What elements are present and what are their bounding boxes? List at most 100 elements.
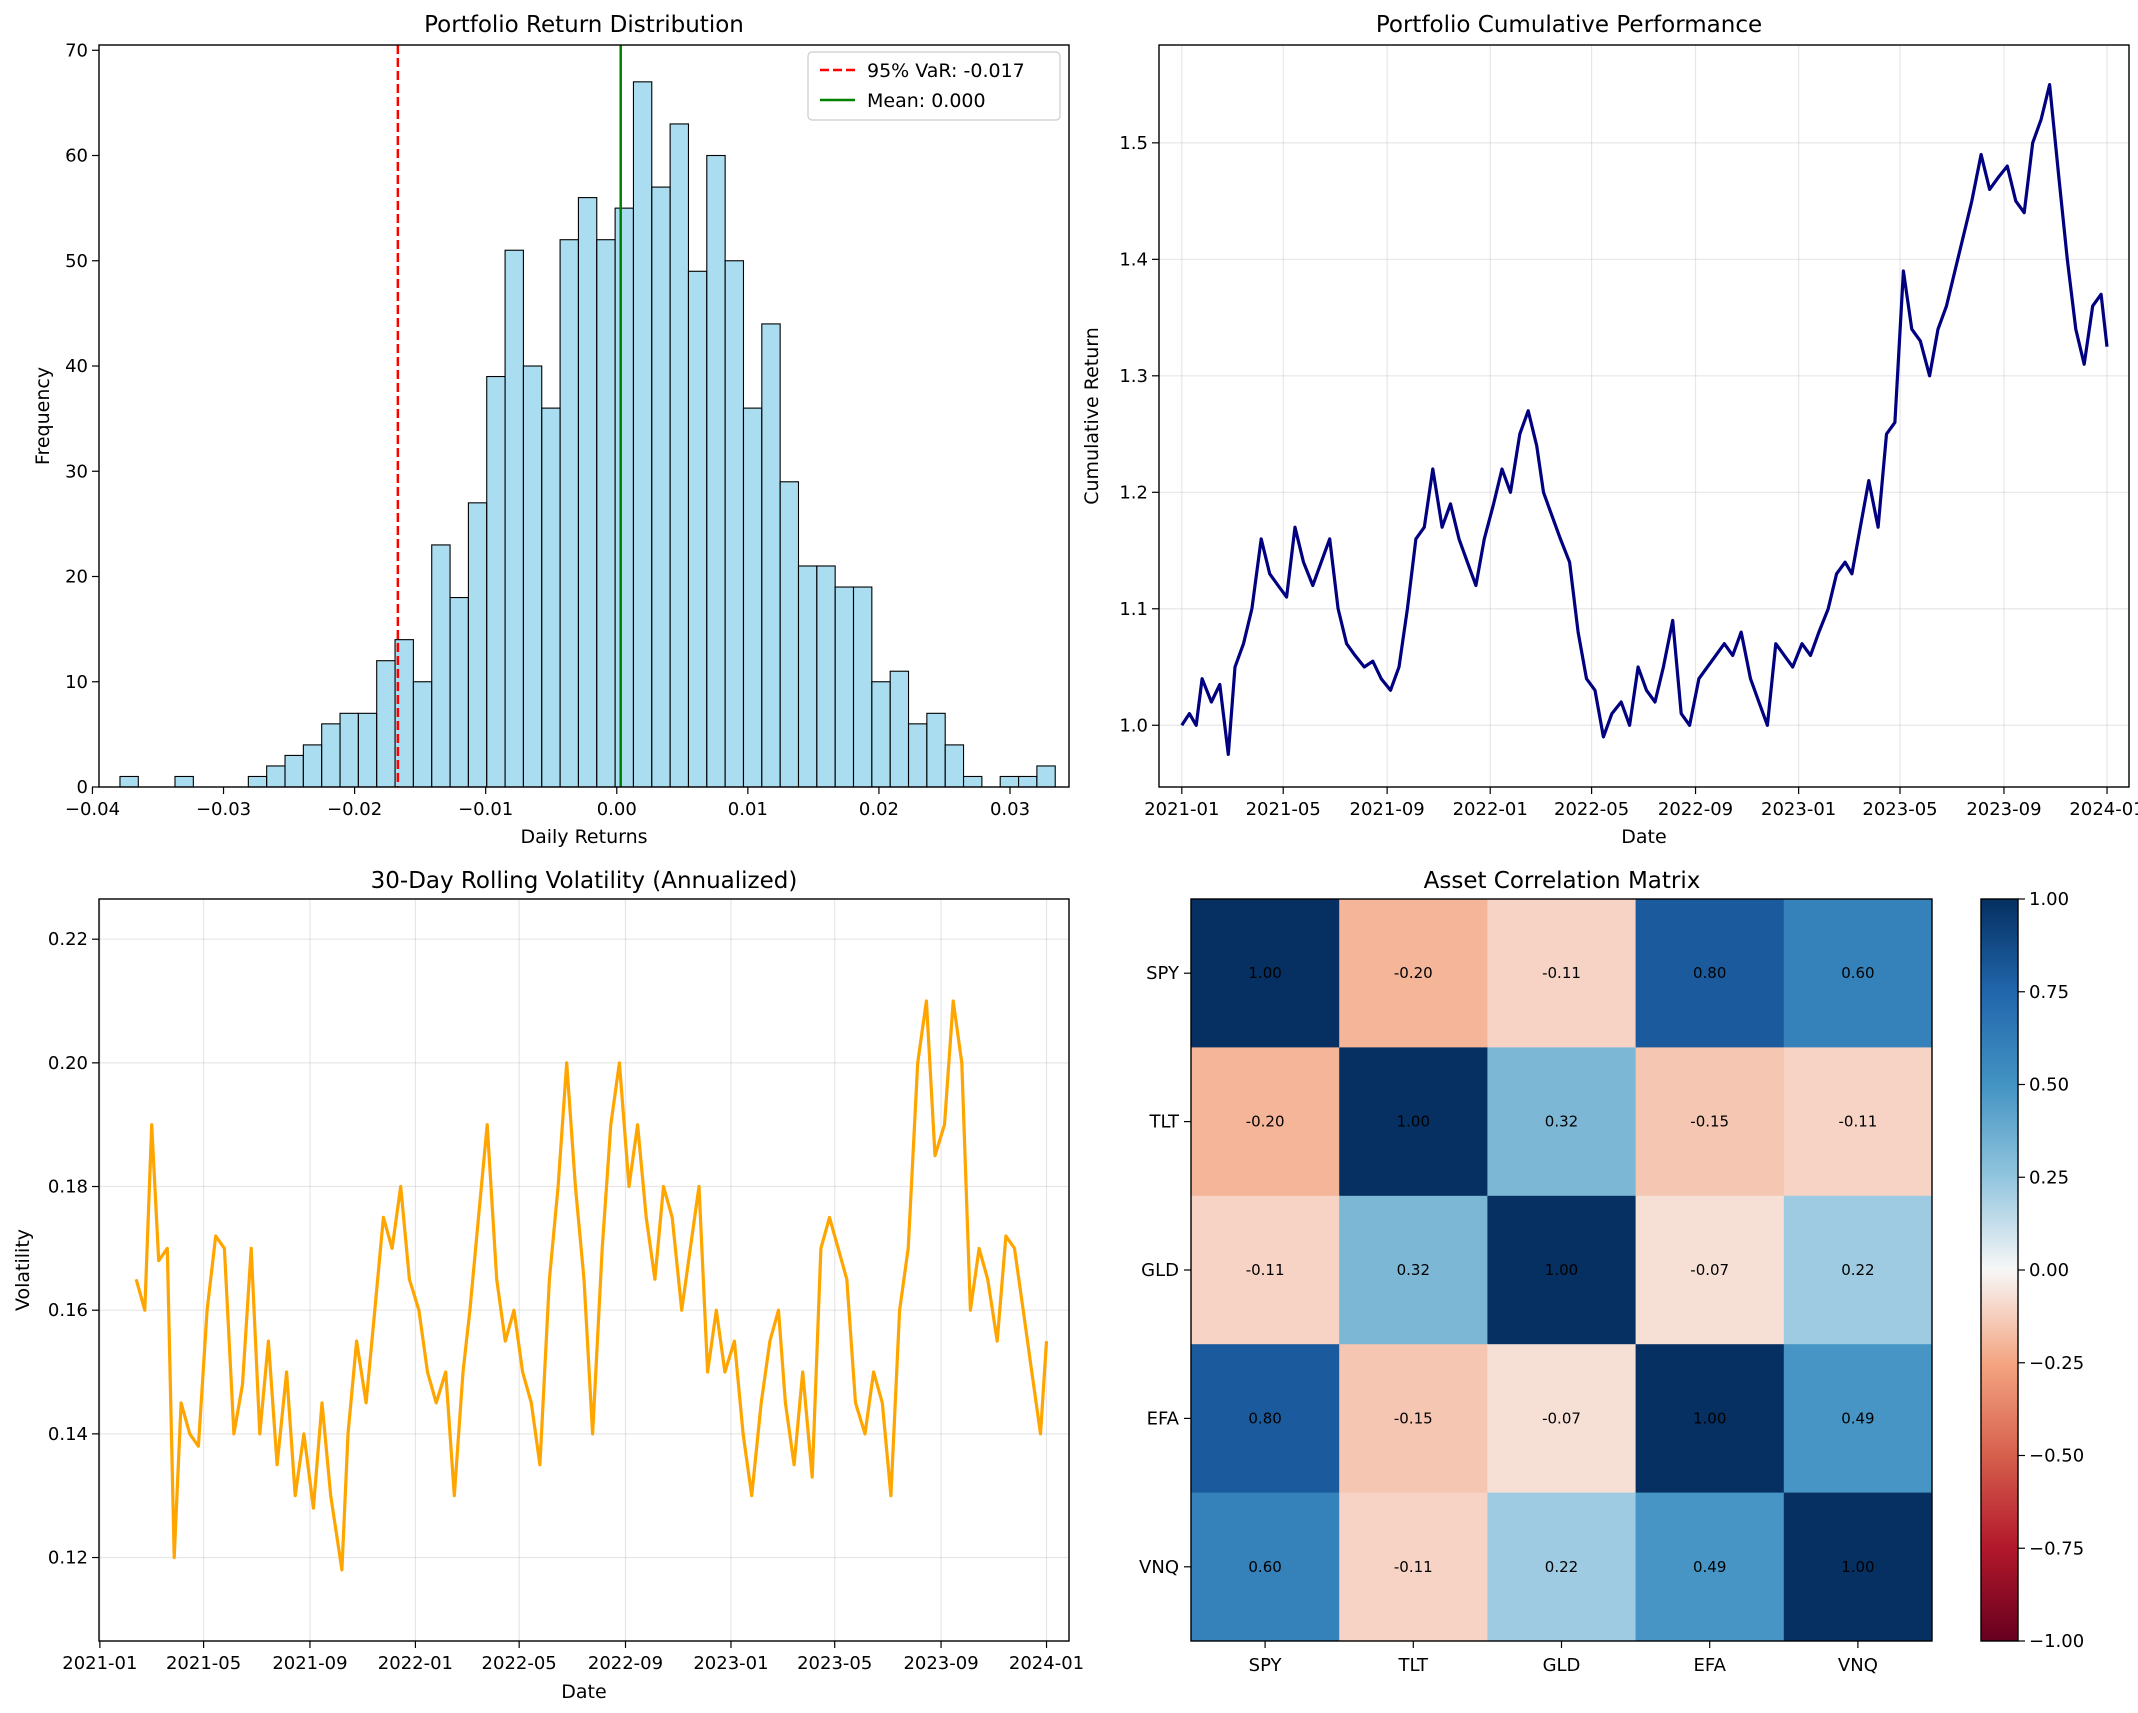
colorbar-tick-label: 0.50	[2029, 1075, 2069, 1096]
heatmap-cell	[1339, 1344, 1488, 1494]
heatmap-cell	[1635, 1344, 1785, 1494]
y-tick-label: 1.3	[1119, 366, 1148, 387]
heatmap-cell	[1191, 1492, 1340, 1642]
heatmap-cell-label: 1.00	[1693, 1409, 1726, 1427]
y-tick-label: 50	[65, 251, 88, 272]
y-tick-label: 0.20	[48, 1053, 88, 1074]
x-tick-label: 2022-05	[482, 1653, 557, 1674]
colorbar-tick-label: −0.25	[2029, 1353, 2084, 1374]
legend-mean-label: Mean: 0.000	[867, 90, 986, 112]
hist-bar	[944, 744, 965, 788]
y-tick-label: EFA	[1147, 1408, 1180, 1429]
x-tick-label: 0.02	[859, 799, 899, 820]
colorbar-tick-label: 0.00	[2029, 1260, 2069, 1281]
hist-y-axis: 0 10 20 30 40 50 60 70	[65, 40, 99, 798]
vol-y-axis: 0.12 0.14 0.16 0.18 0.20 0.22	[48, 929, 99, 1569]
y-tick-label: 0.18	[48, 1177, 88, 1198]
hist-bar	[706, 154, 726, 788]
heatmap-x-axis: SPY TLT GLD EFA VNQ	[1249, 1641, 1878, 1676]
hist-bar	[541, 407, 561, 788]
heatmap-cell-label: 0.60	[1248, 1558, 1281, 1576]
hist-bar	[761, 323, 781, 788]
hist-bar	[119, 775, 139, 788]
colorbar-tick-label: 1.00	[2029, 889, 2069, 910]
x-tick-label: 2022-01	[1453, 799, 1528, 820]
hist-bar	[321, 723, 341, 788]
cum-xlabel: Date	[1621, 826, 1666, 848]
heatmap-cell	[1783, 1492, 1933, 1642]
rolling-volatility-chart: 30-Day Rolling Volatility (Annualized) 2…	[12, 868, 1084, 1703]
x-tick-label: 2023-09	[903, 1653, 978, 1674]
heatmap-cell-label: 0.49	[1841, 1409, 1874, 1427]
heatmap-cell-label: -0.11	[1246, 1261, 1285, 1279]
heatmap-cell	[1487, 1047, 1637, 1197]
colorbar-tick-label: −0.75	[2029, 1538, 2084, 1559]
hist-bar	[742, 407, 763, 788]
y-tick-label: VNQ	[1139, 1557, 1179, 1578]
hist-frame	[98, 44, 1070, 788]
vol-ylabel: Volatility	[12, 1229, 34, 1311]
heatmap-cell-label: 0.60	[1841, 964, 1874, 982]
y-tick-label: 1.4	[1119, 249, 1148, 270]
legend-var-label: 95% VaR: -0.017	[867, 60, 1025, 82]
heatmap-cell	[1191, 1195, 1340, 1345]
heatmap-cell-label: 1.00	[1248, 964, 1281, 982]
hist-bar	[724, 260, 745, 788]
y-tick-label: 0.12	[48, 1548, 88, 1569]
y-tick-label: 1.1	[1119, 599, 1148, 620]
hist-bar	[1036, 765, 1056, 788]
heatmap-cell	[1783, 1344, 1933, 1494]
colorbar-tick-label: −1.00	[2029, 1631, 2084, 1652]
heatmap-cell	[1783, 899, 1933, 1048]
return-distribution-chart: Portfolio Return Distribution −0.04 −0.03…	[32, 12, 1070, 848]
x-tick-label: 0.01	[728, 799, 768, 820]
hist-bar	[504, 249, 524, 788]
cum-series-line	[1180, 82, 2109, 757]
heatmap-cell-label: 0.32	[1545, 1113, 1578, 1131]
y-tick-label: 30	[65, 461, 88, 482]
heatmap-cell	[1635, 1195, 1785, 1345]
hist-bar	[412, 681, 433, 788]
y-tick-label: 1.0	[1119, 715, 1148, 736]
cum-x-axis: 2021-01 2021-05 2021-09 2022-01 2022-05 2022-…	[1144, 787, 2138, 820]
y-tick-label: 0	[77, 777, 88, 798]
heatmap-cell	[1635, 1492, 1785, 1642]
hist-bar	[614, 207, 634, 788]
heatmap-cell-label: 0.80	[1693, 964, 1726, 982]
y-tick-label: GLD	[1141, 1260, 1179, 1281]
hist-bar	[907, 723, 928, 788]
heatmap-cell	[1487, 899, 1637, 1048]
y-tick-label: 70	[65, 40, 88, 61]
heatmap-cell-label: 0.22	[1545, 1558, 1578, 1576]
x-tick-label: VNQ	[1838, 1655, 1878, 1676]
x-tick-label: 0.00	[597, 799, 637, 820]
hist-bar	[852, 586, 873, 788]
heatmap-cell	[1339, 1492, 1488, 1642]
x-tick-label: 2021-05	[1246, 799, 1321, 820]
hist-x-axis: −0.04 −0.03 −0.02 −0.01 0.00 0.01 0.02 0.03	[65, 787, 1030, 820]
x-tick-label: 2024-01	[1009, 1653, 1084, 1674]
x-tick-label: TLT	[1398, 1655, 1430, 1676]
heatmap-cell-label: -0.11	[1838, 1113, 1877, 1131]
corr-title: Asset Correlation Matrix	[1424, 868, 1701, 894]
hist-bar	[871, 681, 891, 788]
heatmap-cell	[1339, 899, 1488, 1048]
hist-bar	[559, 239, 579, 788]
heatmap-cell-label: -0.11	[1394, 1558, 1433, 1576]
heatmap-cell	[1339, 1195, 1488, 1345]
hist-bar	[284, 754, 304, 788]
hist-bar	[486, 375, 506, 788]
heatmap-cell-label: 0.49	[1693, 1558, 1726, 1576]
heatmap-cell	[1191, 899, 1340, 1048]
colorbar-axis: 1.00 0.75 0.50 0.25 0.00 −0.25 −0.50 −0.75 −1.00	[2018, 889, 2084, 1652]
y-tick-label: 10	[65, 672, 88, 693]
y-tick-label: TLT	[1148, 1112, 1180, 1133]
hist-bar	[687, 270, 708, 788]
hist-bar	[834, 586, 855, 788]
y-tick-label: 40	[65, 356, 88, 377]
heatmap-cell	[1339, 1047, 1488, 1197]
colorbar-tick-label: −0.50	[2029, 1446, 2084, 1467]
hist-bar	[999, 775, 1020, 788]
hist-bar	[577, 197, 598, 788]
